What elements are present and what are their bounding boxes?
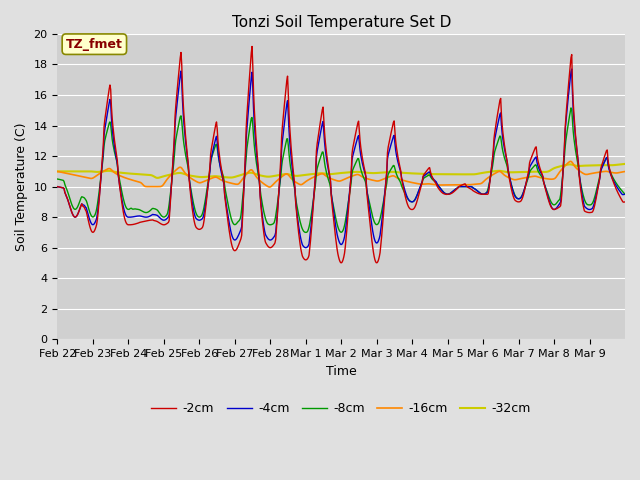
-2cm (621, 199, 629, 205)
-16cm (266, 184, 274, 190)
-4cm (225, 215, 232, 221)
-8cm (274, 197, 282, 203)
-32cm (275, 172, 282, 178)
X-axis label: Time: Time (326, 365, 356, 378)
-2cm (120, 213, 128, 218)
-8cm (120, 199, 128, 204)
-8cm (621, 191, 629, 197)
-8cm (54, 176, 61, 182)
-4cm (401, 186, 408, 192)
-16cm (566, 158, 574, 164)
-4cm (54, 184, 61, 190)
Title: Tonzi Soil Temperature Set D: Tonzi Soil Temperature Set D (232, 15, 451, 30)
-4cm (120, 207, 128, 213)
-2cm (275, 192, 282, 197)
Legend: -2cm, -4cm, -8cm, -16cm, -32cm: -2cm, -4cm, -8cm, -16cm, -32cm (147, 397, 536, 420)
-2cm (433, 183, 441, 189)
-2cm (248, 44, 256, 49)
-32cm (401, 170, 408, 176)
Line: -4cm: -4cm (58, 69, 625, 248)
Line: -16cm: -16cm (58, 161, 625, 187)
-16cm (253, 174, 260, 180)
-4cm (433, 179, 440, 185)
-16cm (275, 176, 282, 182)
-4cm (621, 192, 629, 197)
-16cm (225, 180, 232, 185)
Text: TZ_fmet: TZ_fmet (66, 38, 123, 51)
-32cm (54, 168, 61, 174)
-2cm (54, 184, 61, 190)
-16cm (621, 168, 629, 174)
-32cm (621, 161, 629, 167)
Line: -8cm: -8cm (58, 108, 625, 232)
-2cm (253, 152, 261, 157)
-8cm (567, 105, 575, 111)
-16cm (54, 168, 61, 174)
-16cm (401, 178, 408, 183)
-16cm (120, 175, 128, 180)
-2cm (401, 193, 409, 199)
-8cm (401, 190, 408, 195)
Line: -2cm: -2cm (58, 47, 625, 263)
-32cm (253, 172, 261, 178)
Line: -32cm: -32cm (58, 164, 625, 178)
-2cm (225, 222, 232, 228)
-8cm (302, 229, 310, 235)
-32cm (154, 175, 161, 181)
-8cm (433, 180, 440, 186)
-32cm (433, 171, 440, 177)
-2cm (372, 260, 380, 265)
-8cm (253, 160, 260, 166)
-32cm (120, 170, 128, 176)
-4cm (568, 66, 575, 72)
-16cm (433, 182, 440, 188)
-4cm (253, 150, 260, 156)
-8cm (225, 203, 232, 209)
-32cm (225, 175, 233, 180)
-4cm (302, 245, 310, 251)
Y-axis label: Soil Temperature (C): Soil Temperature (C) (15, 122, 28, 251)
-4cm (274, 203, 282, 208)
